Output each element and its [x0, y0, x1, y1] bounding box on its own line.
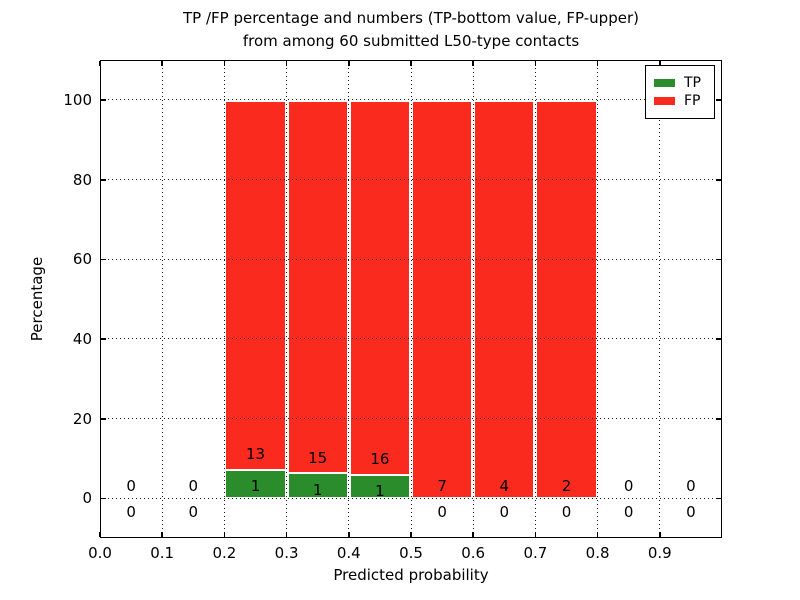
y-tick-right: [716, 258, 721, 261]
x-tick-bottom: [534, 532, 537, 537]
x-tick-bottom: [659, 532, 661, 537]
fp-count-label: 0: [126, 477, 136, 496]
tp-count-label: 0: [686, 502, 696, 521]
grid-line-x: [286, 60, 288, 538]
fp-bar-segment: [349, 100, 410, 475]
fp-count-label: 0: [188, 477, 199, 496]
tp-count-label: 1: [312, 481, 323, 499]
y-tick-right: [716, 179, 721, 181]
x-tick-bottom: [472, 532, 474, 537]
legend: TP FP: [645, 65, 715, 119]
x-tick-top: [596, 61, 599, 66]
x-tick-label: 0.2: [212, 544, 237, 562]
x-tick-bottom: [410, 532, 412, 537]
grid-line-x: [410, 60, 412, 538]
fp-count-label: 13: [245, 445, 266, 464]
y-tick-label: 60: [72, 250, 92, 269]
x-tick-top: [161, 61, 163, 66]
tp-count-label: 0: [561, 502, 572, 521]
grid-line-x: [597, 60, 599, 538]
y-tick-label: 80: [72, 170, 92, 189]
tp-count-label: 0: [437, 502, 447, 521]
x-tick-label: 0.7: [523, 544, 548, 562]
fp-count-label: 15: [308, 448, 328, 467]
x-tick-bottom: [596, 532, 599, 537]
tp-count-label: 1: [250, 477, 261, 496]
y-tick-left: [101, 418, 106, 420]
x-tick-top: [472, 61, 474, 66]
x-tick-top: [285, 61, 288, 66]
x-tick-label: 0.9: [647, 544, 672, 562]
tp-count-label: 0: [499, 502, 510, 521]
y-tick-left: [101, 497, 106, 500]
y-tick-left: [101, 258, 106, 261]
tp-color-swatch: [654, 79, 675, 87]
grid-line-x: [534, 60, 536, 538]
x-tick-label: 0.4: [336, 544, 361, 562]
x-tick-top: [223, 61, 226, 66]
y-tick-right: [716, 497, 721, 500]
y-tick-left: [101, 338, 106, 340]
fp-count-label: 0: [623, 477, 634, 496]
x-axis-label: Predicted probability: [333, 566, 489, 584]
grid-line-x: [472, 60, 474, 538]
grid-line-x: [659, 60, 661, 538]
x-tick-bottom: [161, 532, 163, 537]
x-tick-label: 0.5: [399, 544, 423, 562]
y-tick-label: 20: [72, 409, 92, 428]
x-tick-bottom: [348, 532, 350, 537]
chart-title: TP /FP percentage and numbers (TP-bottom…: [100, 7, 722, 53]
x-tick-bottom: [223, 532, 226, 537]
tp-count-label: 1: [375, 482, 385, 501]
fp-count-label: 16: [370, 450, 390, 469]
tp-bar-segment: [225, 469, 286, 499]
y-tick-right: [716, 338, 721, 340]
x-tick-label: 0.6: [461, 544, 486, 562]
x-tick-label: 0.0: [88, 544, 112, 562]
x-tick-top: [659, 61, 661, 66]
y-tick-left: [101, 179, 106, 181]
chart-title-line2: from among 60 submitted L50-type contact…: [242, 32, 580, 50]
tp-bar-segment: [349, 474, 410, 499]
tp-count-label: 0: [623, 502, 634, 521]
fp-bar-segment: [287, 100, 348, 474]
x-tick-top: [534, 61, 537, 66]
chart-title-line1: TP /FP percentage and numbers (TP-bottom…: [183, 9, 639, 27]
x-tick-label: 0.3: [274, 544, 299, 562]
legend-label-tp: TP: [684, 75, 701, 91]
fp-color-swatch: [654, 97, 675, 105]
y-tick-right: [716, 418, 721, 420]
fp-count-label: 0: [686, 477, 696, 496]
x-tick-top: [410, 61, 412, 66]
grid-line-x: [223, 60, 225, 538]
y-tick-label: 0: [82, 489, 92, 508]
y-tick-label: 40: [72, 329, 92, 348]
x-tick-top: [99, 61, 101, 66]
legend-label-fp: FP: [684, 93, 701, 109]
fp-bar-segment: [474, 100, 535, 499]
x-tick-label: 0.8: [585, 544, 610, 562]
legend-entry-fp: FP: [654, 93, 706, 109]
x-tick-label: 0.1: [150, 544, 175, 562]
grid-line-x: [348, 60, 350, 538]
y-tick-label: 100: [63, 90, 92, 109]
y-axis-label: Percentage: [28, 256, 46, 342]
fp-count-label: 7: [437, 477, 447, 496]
fp-bar-segment: [225, 100, 286, 470]
y-tick-right: [716, 99, 721, 101]
x-tick-top: [348, 61, 350, 66]
legend-entry-tp: TP: [654, 75, 706, 91]
grid-line-x: [161, 60, 163, 538]
fp-bar-segment: [412, 100, 473, 499]
tp-count-label: 0: [126, 502, 136, 521]
tp-count-label: 0: [188, 502, 199, 521]
fp-bar-segment: [536, 100, 597, 499]
fp-count-label: 2: [561, 477, 572, 496]
x-tick-bottom: [285, 532, 288, 537]
y-tick-left: [101, 99, 106, 101]
x-tick-bottom: [99, 532, 101, 537]
fp-count-label: 4: [499, 477, 510, 496]
